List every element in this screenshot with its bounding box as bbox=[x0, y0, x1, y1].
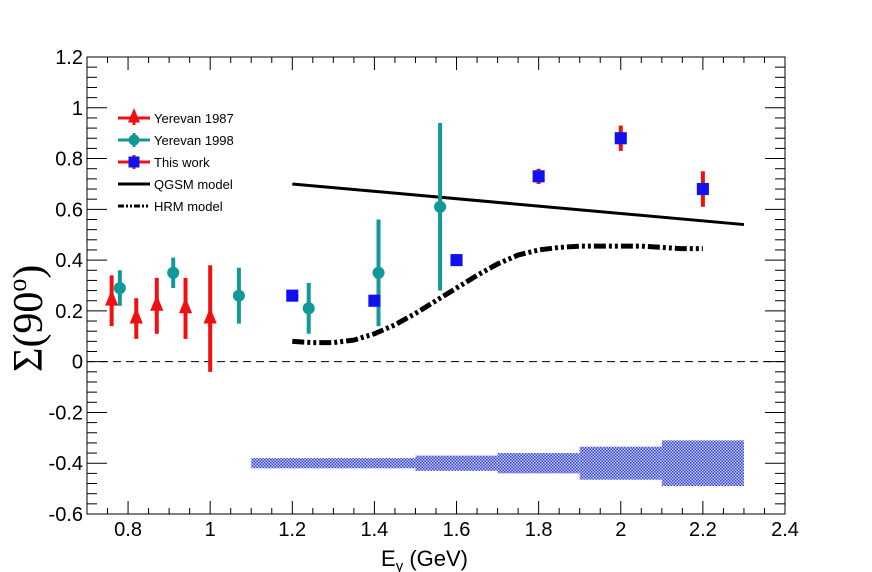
point-yerevan-1998 bbox=[434, 200, 447, 213]
legend-label: This work bbox=[154, 155, 210, 170]
x-axis-title-sub: γ bbox=[396, 558, 404, 572]
data-points bbox=[105, 123, 709, 372]
point-this-work bbox=[286, 289, 299, 302]
legend-label: Yerevan 1987 bbox=[154, 111, 234, 126]
model-curve-qgsm-model bbox=[292, 182, 745, 227]
band-bin-4 bbox=[661, 440, 744, 487]
legend: Yerevan 1987 Yerevan 1998 This work QGSM mo… bbox=[118, 108, 234, 214]
x-tick-label: 1 bbox=[205, 519, 216, 541]
y-tick-label: 0.8 bbox=[55, 149, 83, 171]
band-bin-0 bbox=[251, 458, 416, 469]
point-yerevan-1998 bbox=[232, 289, 245, 302]
point-yerevan-1998 bbox=[302, 302, 315, 315]
legend-label: QGSM model bbox=[154, 177, 233, 192]
y-tick-label: -0.6 bbox=[49, 504, 83, 526]
legend-marker-yerevan-1987 bbox=[128, 108, 140, 123]
y-tick-label: 0.6 bbox=[55, 199, 83, 221]
legend-marker-this-work bbox=[128, 156, 140, 168]
y-axis-title-sup: o bbox=[3, 279, 32, 292]
y-tick-label: 1.2 bbox=[55, 47, 83, 69]
x-axis-title-unit: (GeV) bbox=[403, 546, 468, 571]
y-axis-title-close: ) bbox=[6, 265, 52, 279]
point-this-work bbox=[614, 132, 627, 145]
band-bin-3 bbox=[579, 446, 662, 480]
point-yerevan-1987 bbox=[203, 307, 217, 324]
x-tick-label: 1.8 bbox=[525, 519, 553, 541]
legend-marker-yerevan-1998 bbox=[128, 134, 140, 146]
band-bin-1 bbox=[415, 455, 498, 471]
model-curve-hrm-model bbox=[292, 243, 703, 346]
point-yerevan-1998 bbox=[113, 281, 126, 295]
x-tick-label: 1.6 bbox=[443, 519, 471, 541]
point-yerevan-1998 bbox=[167, 266, 180, 279]
point-yerevan-1987 bbox=[129, 307, 143, 324]
legend-label: HRM model bbox=[154, 199, 223, 214]
x-tick-label: 2 bbox=[615, 519, 626, 541]
y-tick-label: 1 bbox=[72, 98, 83, 120]
x-axis-title-main: E bbox=[381, 546, 396, 571]
point-yerevan-1987 bbox=[105, 289, 119, 306]
band-bin-2 bbox=[497, 453, 580, 474]
y-tick-label: 0 bbox=[72, 352, 83, 374]
y-axis-title-main: Σ(90 bbox=[6, 292, 52, 372]
y-tick-label: -0.4 bbox=[49, 453, 83, 475]
x-tick-label: 1.4 bbox=[361, 519, 389, 541]
point-yerevan-1998 bbox=[372, 266, 385, 279]
model-curves bbox=[292, 182, 745, 346]
point-this-work bbox=[532, 170, 545, 183]
y-tick-label: -0.2 bbox=[49, 402, 83, 424]
systematic-band bbox=[251, 440, 744, 487]
x-tick-label: 0.8 bbox=[114, 519, 142, 541]
x-axis-title: Eγ (GeV) bbox=[381, 546, 468, 572]
x-tick-label: 2.4 bbox=[771, 519, 799, 541]
y-tick-label: 0.2 bbox=[55, 301, 83, 323]
legend-label: Yerevan 1998 bbox=[154, 133, 234, 148]
x-tick-label: 1.2 bbox=[278, 519, 306, 541]
y-tick-label: 0.4 bbox=[55, 250, 83, 272]
point-this-work bbox=[696, 182, 709, 196]
axes: 0.8 1 1.2 1.4 1.6 1.8 2 2.2 2.4 -0.6 -0.4 -0.2 0 0.2 0… bbox=[49, 47, 799, 541]
point-yerevan-1987 bbox=[178, 297, 193, 314]
point-this-work bbox=[450, 254, 463, 267]
x-tick-label: 2.2 bbox=[689, 519, 717, 541]
y-axis-title: Σ(90o) bbox=[3, 265, 52, 372]
point-yerevan-1987 bbox=[150, 294, 164, 311]
point-this-work bbox=[368, 294, 381, 307]
